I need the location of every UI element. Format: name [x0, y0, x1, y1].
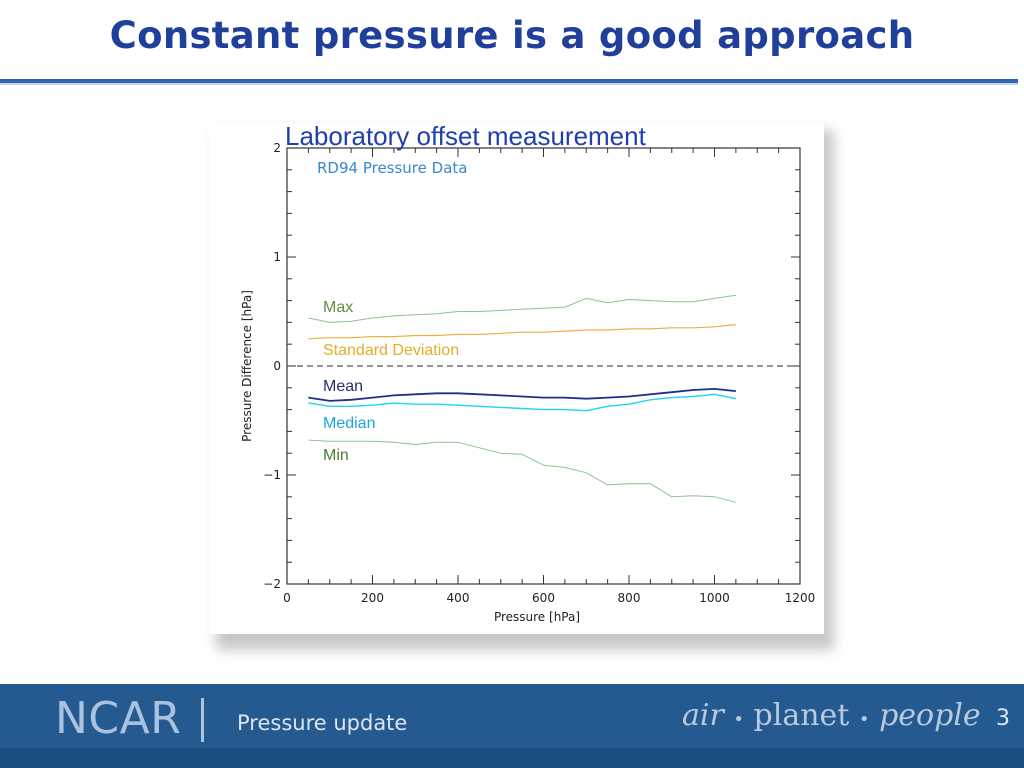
series-line-min [308, 439, 737, 503]
tagline-planet: planet [753, 698, 850, 733]
chart-title: Laboratory offset measurement [285, 123, 647, 151]
x-tick-label: 600 [532, 591, 555, 605]
series-label-median: Median [323, 415, 375, 432]
plot-area [286, 147, 801, 585]
y-tick-label: −2 [263, 577, 281, 591]
series-layer [308, 294, 737, 503]
footer-strip [0, 748, 1024, 768]
page-number: 3 [996, 706, 1010, 731]
tick-labels: 0 200 400 600 800 1000 1200 −2 −1 0 1 2 [263, 141, 815, 605]
y-tick-label: 0 [273, 359, 281, 373]
x-tick-label: 200 [361, 591, 384, 605]
plot-inner-label: RD94 Pressure Data [317, 159, 467, 177]
chart: 0 200 400 600 800 1000 1200 −2 −1 0 1 2 Laboratory … [240, 123, 815, 624]
y-tick-label: 2 [273, 141, 281, 155]
footer: NCAR Pressure update air • planet • peop… [0, 684, 1024, 768]
title-underline-shadow [0, 83, 1018, 85]
tagline-people: people [879, 698, 981, 733]
y-tick-label: 1 [273, 250, 281, 264]
y-axis-label: Pressure Difference [hPa] [240, 290, 254, 442]
axis-ticks [286, 147, 801, 585]
series-line-median [308, 393, 737, 412]
series-label-min: Min [323, 447, 349, 464]
series-line-max [308, 294, 736, 323]
x-axis-label: Pressure [hPa] [494, 610, 580, 624]
slide-title: Constant pressure is a good approach [109, 14, 915, 57]
x-tick-label: 0 [283, 591, 291, 605]
series-line-standard-deviation [308, 324, 736, 340]
footer-brand-logo: NCAR [55, 693, 182, 744]
x-tick-label: 1200 [785, 591, 816, 605]
tagline-dot-2: • [858, 709, 870, 730]
series-label-max: Max [323, 299, 353, 316]
footer-tagline: air • planet • people [682, 698, 981, 733]
x-tick-label: 1000 [699, 591, 730, 605]
y-tick-label: −1 [263, 468, 281, 482]
tagline-air: air [682, 698, 724, 733]
chart-panel: 0 200 400 600 800 1000 1200 −2 −1 0 1 2 Laboratory … [209, 123, 824, 634]
series-line-mean [308, 387, 736, 402]
title-underline [0, 79, 1018, 83]
series-label-std: Standard Deviation [323, 342, 459, 359]
series-label-mean: Mean [323, 378, 363, 395]
x-tick-label: 800 [618, 591, 641, 605]
x-tick-label: 400 [447, 591, 470, 605]
footer-separator [201, 698, 204, 742]
footer-subtitle: Pressure update [237, 711, 408, 735]
tagline-dot-1: • [733, 709, 744, 730]
